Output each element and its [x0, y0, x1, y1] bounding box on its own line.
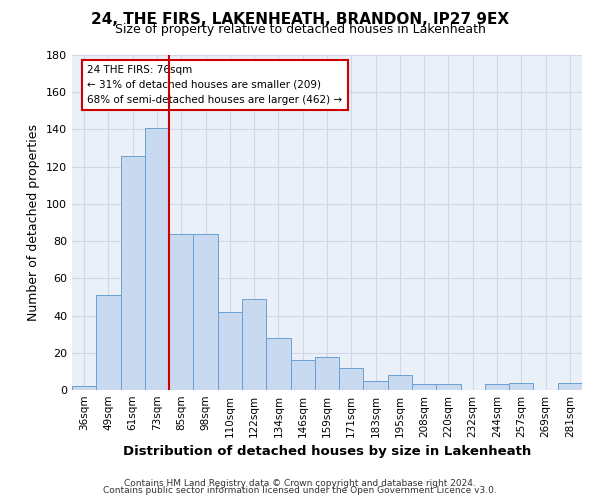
Bar: [290, 360, 315, 390]
Bar: [96, 295, 121, 390]
Bar: [72, 386, 96, 390]
Bar: [145, 128, 169, 390]
Text: 24 THE FIRS: 76sqm
← 31% of detached houses are smaller (209)
68% of semi-detach: 24 THE FIRS: 76sqm ← 31% of detached hou…: [88, 65, 343, 104]
Bar: [121, 156, 145, 390]
Bar: [193, 234, 218, 390]
Bar: [218, 312, 242, 390]
Bar: [315, 356, 339, 390]
Bar: [242, 299, 266, 390]
Y-axis label: Number of detached properties: Number of detached properties: [28, 124, 40, 321]
X-axis label: Distribution of detached houses by size in Lakenheath: Distribution of detached houses by size …: [123, 446, 531, 458]
Bar: [509, 382, 533, 390]
Bar: [436, 384, 461, 390]
Text: 24, THE FIRS, LAKENHEATH, BRANDON, IP27 9EX: 24, THE FIRS, LAKENHEATH, BRANDON, IP27 …: [91, 12, 509, 28]
Text: Contains public sector information licensed under the Open Government Licence v3: Contains public sector information licen…: [103, 486, 497, 495]
Bar: [364, 380, 388, 390]
Text: Contains HM Land Registry data © Crown copyright and database right 2024.: Contains HM Land Registry data © Crown c…: [124, 478, 476, 488]
Bar: [558, 382, 582, 390]
Bar: [266, 338, 290, 390]
Bar: [485, 384, 509, 390]
Bar: [388, 375, 412, 390]
Bar: [169, 234, 193, 390]
Bar: [412, 384, 436, 390]
Bar: [339, 368, 364, 390]
Text: Size of property relative to detached houses in Lakenheath: Size of property relative to detached ho…: [115, 22, 485, 36]
